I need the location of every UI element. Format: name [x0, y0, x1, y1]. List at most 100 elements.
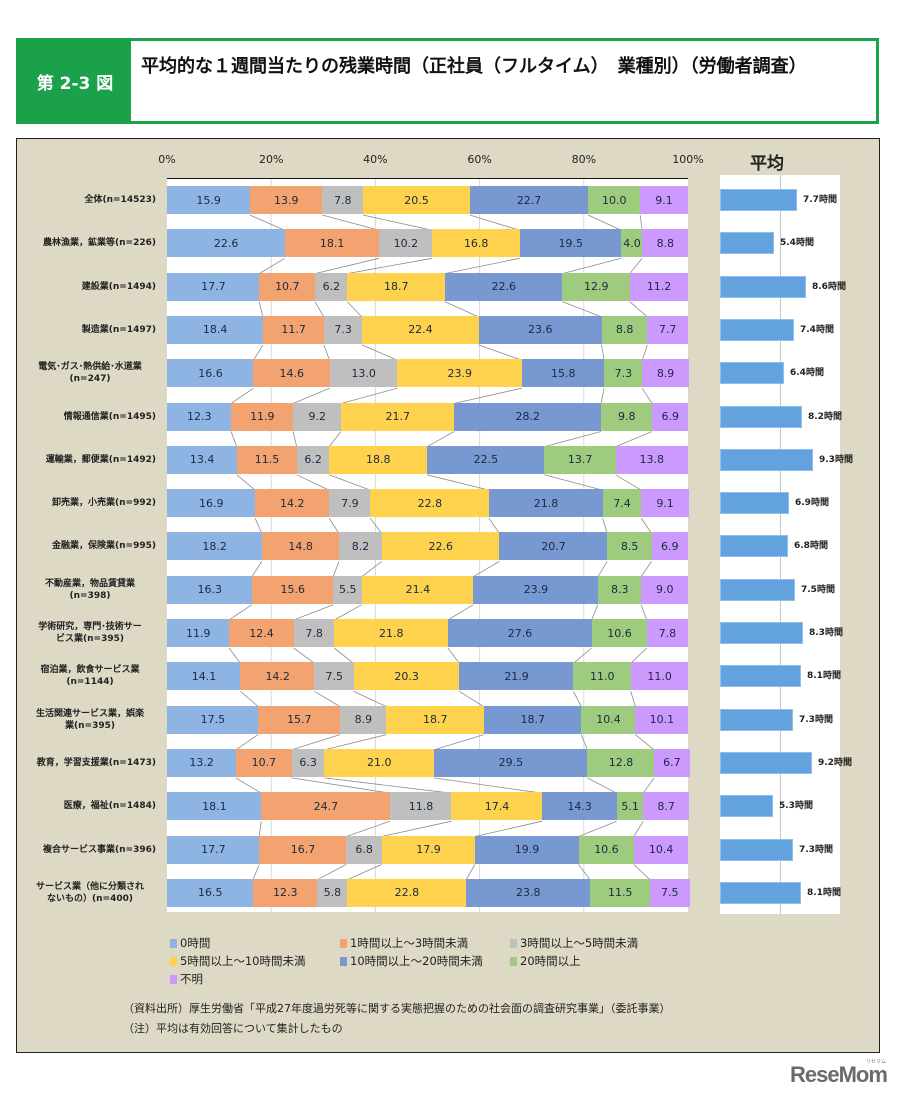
bar-segment: 22.8	[347, 878, 467, 907]
bar-segment: 10.2	[379, 229, 433, 258]
legend-label: 20時間以上	[520, 954, 581, 968]
average-bar	[720, 708, 793, 731]
bar-segment: 28.2	[454, 402, 602, 431]
bar-segment: 10.4	[581, 705, 636, 734]
bar-segment: 8.2	[338, 532, 383, 561]
bar-segment: 10.4	[633, 835, 689, 864]
bar-segment: 5.1	[616, 792, 644, 821]
bar-segment: 11.5	[590, 878, 651, 907]
bar-segment: 14.1	[167, 662, 241, 691]
resemom-logo: ReseMom	[790, 1062, 888, 1087]
category-label: 製造業(n=1497)	[81, 324, 156, 335]
x-tick-label: 100%	[672, 153, 704, 166]
bar-segment: 12.3	[252, 878, 318, 907]
category-label: 医療，福祉(n=1484)	[63, 801, 156, 812]
bar-segment: 18.1	[167, 792, 262, 821]
bar-segment: 8.9	[642, 359, 689, 388]
average-value-label: 5.4時間	[780, 238, 814, 249]
bar-segment: 17.9	[381, 835, 476, 864]
bar-segment: 6.7	[654, 748, 690, 777]
average-panel-title: 平均	[750, 154, 784, 174]
average-value-label: 6.8時間	[794, 541, 828, 552]
average-bar	[720, 838, 793, 861]
average-bar	[720, 665, 801, 688]
average-bar	[720, 578, 795, 601]
bar-segment: 15.9	[167, 186, 251, 214]
bar-segment: 9.2	[293, 402, 342, 431]
average-value-label: 6.9時間	[795, 498, 829, 509]
bar-segment: 8.3	[597, 575, 642, 604]
bar-segment: 7.8	[322, 186, 364, 214]
category-label: 全体(n=14523)	[84, 195, 157, 205]
bar-segment: 12.4	[228, 619, 295, 647]
bar-segment: 23.9	[397, 359, 523, 388]
average-bar	[720, 405, 802, 428]
bar-segment: 8.7	[643, 792, 689, 821]
legend-swatch-icon	[340, 956, 347, 966]
legend-swatch-icon	[510, 956, 517, 966]
bar-segment: 13.7	[544, 445, 617, 474]
category-label: 教育，学習支援業(n=1473)	[36, 757, 156, 768]
bar-segment: 20.7	[499, 532, 608, 561]
bar-segment: 14.2	[240, 662, 315, 691]
bar-segment: 11.9	[167, 619, 230, 647]
bar-segment: 23.9	[473, 575, 599, 604]
bar-segment: 8.5	[607, 532, 653, 561]
bar-segment: 22.6	[381, 532, 500, 561]
category-label: 運輸業，郵便業(n=1492)	[45, 454, 156, 465]
legend-swatch-icon	[510, 938, 517, 948]
bar-segment: 10.1	[635, 705, 689, 734]
x-tick-label: 20%	[258, 153, 284, 166]
bar-segment: 11.7	[262, 315, 325, 344]
bar-segment: 22.6	[444, 272, 563, 301]
bar-segment: 11.5	[236, 445, 298, 474]
bar-segment: 23.6	[478, 315, 602, 344]
bar-segment: 11.8	[389, 792, 452, 821]
bar-segment: 14.2	[255, 489, 330, 518]
legend-swatch-icon	[170, 956, 177, 966]
x-tick-label: 40%	[363, 153, 388, 166]
bar-segment: 12.8	[587, 748, 655, 777]
bar-segment: 21.9	[459, 662, 574, 691]
bar-segment: 22.5	[426, 445, 545, 474]
average-bar	[720, 275, 806, 298]
bar-segment: 21.8	[488, 489, 604, 518]
category-label: 情報通信業(n=1495)	[63, 411, 156, 422]
bar-segment: 10.0	[587, 186, 641, 214]
bar-segment: 18.2	[167, 532, 263, 561]
bar-segment: 19.9	[474, 835, 580, 864]
bar-segment: 21.0	[324, 748, 435, 777]
bar-segment: 8.9	[339, 705, 387, 734]
bar-segment: 6.3	[291, 748, 325, 777]
average-value-label: 9.3時間	[819, 454, 853, 465]
average-value-label: 8.2時間	[808, 411, 842, 422]
bar-segment: 15.7	[258, 705, 341, 734]
bar-segment: 6.9	[651, 532, 688, 561]
bar-segment: 17.5	[167, 705, 259, 734]
bar-segment: 24.7	[261, 792, 391, 821]
bar-segment: 21.7	[341, 402, 455, 431]
category-label: 生活関連サービス業，娯楽 業(n=395)	[35, 708, 144, 731]
average-bar	[720, 492, 789, 515]
bar-segment: 14.3	[542, 792, 618, 821]
legend-swatch-icon	[170, 938, 177, 948]
source-note: （資料出所）厚生労働省「平成27年度過労死等に関する実態把握のための社会面の調査…	[123, 1002, 671, 1015]
legend-item: 3時間以上～5時間未満	[510, 935, 638, 951]
figure-title-box: 第 2-3 図 平均的な１週間当たりの残業時間（正社員（フルタイム） 業種別）（…	[16, 38, 879, 124]
x-tick-label: 0%	[158, 153, 176, 166]
bar-segment: 16.6	[167, 359, 254, 388]
bar-segment: 10.6	[591, 619, 648, 647]
average-value-label: 7.3時間	[799, 844, 833, 855]
bar-segment: 5.8	[317, 878, 348, 907]
bar-segment: 7.3	[323, 315, 363, 344]
bar-segment: 7.8	[293, 619, 335, 647]
legend-label: 3時間以上～5時間未満	[520, 936, 639, 950]
bar-segment: 16.8	[432, 229, 521, 258]
legend-item: 0時間	[170, 935, 210, 951]
bar-segment: 12.9	[562, 272, 631, 301]
bar-segment: 18.1	[284, 229, 380, 258]
bar-segment: 7.7	[647, 315, 688, 344]
bar-segment: 15.8	[521, 359, 605, 388]
category-label: サービス業（他に分類され ないもの）(n=400)	[35, 881, 144, 904]
average-value-label: 9.2時間	[818, 757, 852, 768]
